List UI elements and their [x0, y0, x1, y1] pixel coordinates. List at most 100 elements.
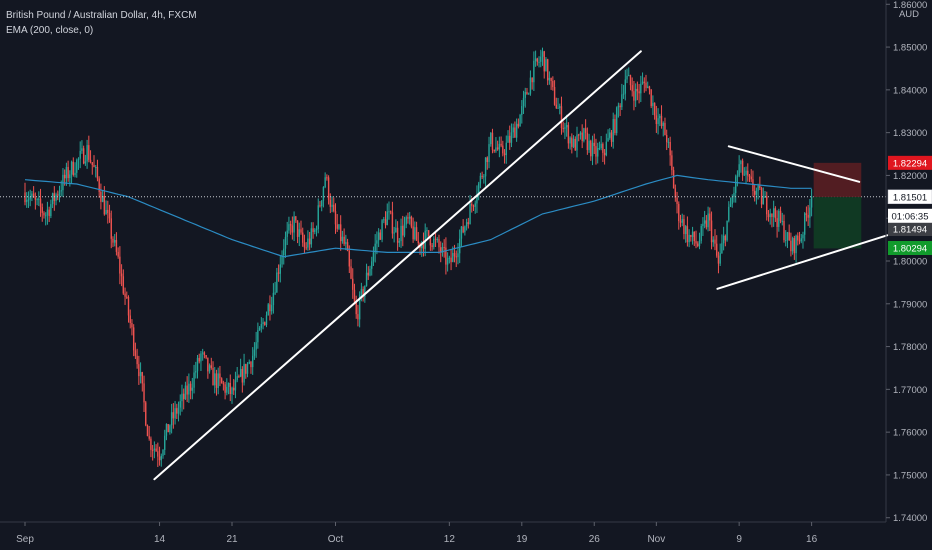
time-tick-label: 9 — [736, 534, 742, 545]
trendline-3[interactable] — [716, 234, 889, 290]
candle-down — [486, 157, 488, 162]
candle-down — [629, 75, 632, 86]
chart-legend: British Pound / Australian Dollar, 4h, F… — [6, 8, 197, 38]
candle-up — [617, 105, 620, 108]
candle-down — [277, 272, 280, 274]
candle-down — [431, 245, 433, 247]
candle-up — [529, 77, 532, 94]
candle-up — [246, 363, 249, 374]
candle-up — [597, 148, 599, 157]
candle-down — [671, 155, 673, 171]
candle-up — [667, 142, 670, 144]
candle-down — [308, 238, 311, 245]
candle-down — [39, 198, 42, 208]
candle-up — [286, 230, 288, 237]
candle-down — [788, 232, 790, 241]
candle-down — [205, 354, 207, 358]
candle-up — [622, 93, 625, 95]
candle-up — [284, 236, 287, 249]
candle-up — [310, 228, 313, 245]
price-tick-label: 1.78000 — [893, 342, 927, 353]
candle-up — [201, 352, 204, 354]
candle-down — [593, 142, 595, 147]
candle-up — [358, 294, 361, 320]
price-tick-label: 1.80000 — [893, 257, 927, 268]
trendline-1[interactable] — [153, 50, 642, 481]
candle-up — [465, 222, 468, 227]
candle-down — [553, 86, 556, 105]
candle-up — [733, 192, 735, 198]
candle-up — [474, 203, 476, 207]
candle-up — [505, 142, 507, 156]
candle-up — [626, 75, 628, 80]
take-profit-zone[interactable] — [813, 197, 862, 249]
candle-up — [395, 227, 397, 233]
candle-down — [72, 161, 74, 175]
candle-up — [371, 261, 373, 269]
candle-up — [193, 372, 195, 388]
price-tick-label: 1.82000 — [893, 171, 927, 182]
candle-down — [402, 225, 404, 236]
candle-up — [95, 167, 97, 169]
candle-up — [255, 342, 257, 350]
price-label-target — [888, 241, 932, 255]
candle-up — [231, 387, 233, 395]
candle-down — [126, 296, 128, 298]
candle-down — [172, 412, 175, 419]
candle-down — [443, 247, 445, 249]
candle-up — [810, 196, 813, 208]
candle-down — [502, 145, 504, 154]
candle-down — [122, 276, 125, 294]
candle-up — [652, 102, 654, 107]
candle-up — [607, 137, 609, 142]
trendline-2[interactable] — [727, 145, 861, 183]
time-tick-label: Nov — [647, 534, 665, 545]
candle-up — [745, 170, 747, 175]
candle-down — [48, 209, 50, 217]
candle-down — [467, 222, 470, 225]
candle-down — [493, 149, 495, 152]
candle-down — [155, 448, 157, 452]
candle-down — [329, 199, 332, 207]
symbol-legend: British Pound / Australian Dollar, 4h, F… — [6, 10, 197, 21]
candle-up — [317, 205, 319, 230]
candle-down — [107, 209, 109, 213]
candle-down — [543, 51, 545, 72]
candle-down — [472, 205, 475, 207]
price-label-current — [887, 189, 932, 205]
candle-down — [410, 216, 413, 227]
candle-down — [348, 250, 350, 267]
candle-up — [195, 371, 197, 373]
candle-up — [283, 248, 285, 256]
candle-down — [183, 393, 185, 400]
candle-down — [120, 273, 123, 277]
candle-up — [139, 372, 142, 377]
candle-down — [233, 387, 235, 391]
candle-up — [226, 386, 228, 393]
candle-down — [117, 251, 119, 257]
candle-down — [352, 278, 354, 290]
price-tick-label: 1.75000 — [893, 470, 927, 481]
candle-down — [581, 132, 583, 141]
candle-up — [386, 211, 388, 226]
candle-down — [131, 322, 133, 328]
candle-down — [134, 350, 137, 356]
price-label-target-text: 1.80294 — [893, 244, 927, 255]
candle-down — [362, 288, 364, 297]
candle-down — [93, 164, 95, 168]
candle-down — [245, 364, 247, 374]
candle-down — [695, 241, 697, 244]
candle-up — [184, 385, 187, 400]
candle-up — [519, 114, 521, 127]
candle-down — [779, 210, 782, 222]
candle-up — [446, 258, 449, 265]
candle-up — [583, 128, 585, 141]
candle-up — [700, 226, 702, 241]
candle-up — [802, 234, 804, 239]
candle-down — [91, 162, 93, 165]
candle-down — [143, 383, 145, 403]
candle-down — [305, 247, 307, 249]
candle-down — [653, 102, 656, 116]
